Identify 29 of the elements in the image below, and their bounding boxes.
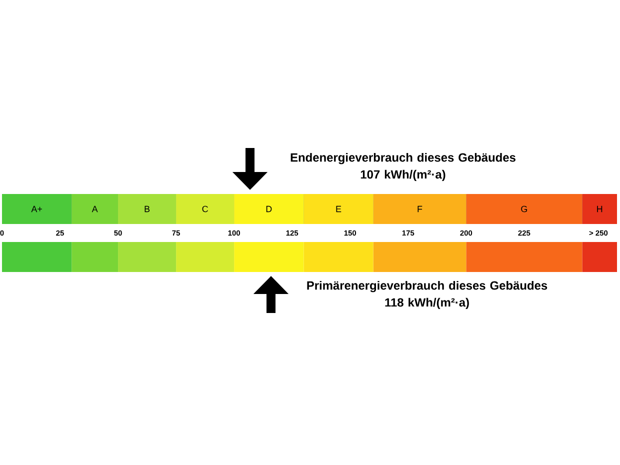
bar — [72, 194, 118, 224]
bar — [2, 194, 72, 224]
annotation: Primärenergieverbrauch dieses Gebäudes 118 kWh/(m²·a) — [307, 280, 548, 310]
series-label: D — [266, 206, 272, 212]
series-label: A — [92, 206, 98, 212]
text: Endenergieverbrauch dieses Gebäudes 107 kWh/(m²·a) — [290, 152, 516, 182]
bar — [466, 242, 582, 272]
bar — [118, 194, 176, 224]
series-label: F — [418, 206, 422, 212]
bar — [2, 242, 72, 272]
bar — [466, 194, 582, 224]
series-label: G — [521, 206, 527, 212]
bar — [176, 194, 234, 224]
bar — [582, 242, 618, 272]
bar — [72, 242, 118, 272]
series-label: A+ — [31, 206, 42, 212]
bar — [176, 242, 234, 272]
series-label: C — [202, 206, 208, 212]
bar — [304, 194, 374, 224]
series-label: H — [597, 206, 602, 212]
series-label: B — [144, 206, 150, 212]
series-label: E — [336, 206, 342, 212]
bar — [234, 194, 304, 224]
bar — [582, 194, 618, 224]
bar — [373, 242, 466, 272]
bar — [234, 242, 304, 272]
bar — [373, 194, 466, 224]
bar — [118, 242, 176, 272]
bar — [304, 242, 374, 272]
